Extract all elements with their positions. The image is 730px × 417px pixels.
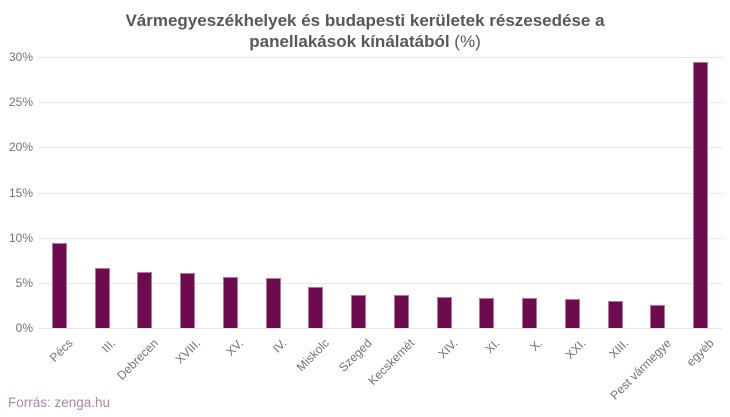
bar: [564, 299, 580, 328]
bar: [94, 268, 110, 328]
x-tick-label: XIII.: [606, 336, 632, 361]
y-tick-label: 25%: [8, 95, 33, 110]
gridline: [38, 237, 722, 239]
x-tick-label: Miskolc: [293, 336, 332, 375]
bar: [522, 298, 538, 328]
bar: [265, 278, 281, 328]
gridline: [38, 192, 722, 194]
chart-title-line1: Vármegyeszékhelyek és budapesti kerülete…: [125, 11, 605, 30]
bar: [222, 277, 238, 328]
x-tick-label: XIV.: [434, 336, 461, 362]
y-tick-label: 10%: [8, 230, 33, 245]
x-tick-label: Kecskemét: [365, 336, 418, 388]
bar: [436, 297, 452, 328]
gridline: [38, 57, 722, 58]
gridline: [38, 282, 722, 284]
x-tick-label: egyéb: [683, 336, 717, 370]
bar: [51, 243, 67, 328]
x-tick-label: X.: [527, 336, 546, 354]
bar: [137, 272, 153, 328]
x-tick-label: XXI.: [562, 336, 589, 362]
plot-area: [38, 57, 722, 329]
y-tick-label: 0%: [15, 321, 33, 335]
bar: [351, 294, 367, 328]
y-tick-label: 30%: [8, 50, 33, 64]
x-tick-label: XVIII.: [172, 336, 204, 367]
x-tick-label: IV.: [269, 336, 290, 356]
x-tick-label: III.: [98, 336, 119, 356]
x-tick-label: Debrecen: [114, 336, 161, 383]
bar: [393, 294, 409, 328]
bar: [607, 300, 623, 328]
gridline: [38, 328, 722, 329]
y-tick-label: 15%: [8, 185, 33, 200]
x-tick-label: Pest vármegye: [607, 336, 674, 403]
y-tick-label: 5%: [15, 275, 33, 290]
y-tick-label: 20%: [8, 140, 33, 155]
gridline: [38, 102, 722, 104]
x-tick-label: XI.: [482, 336, 503, 357]
chart-title-line2: panellakások kínálatából: [249, 32, 450, 51]
x-tick-label: XV.: [223, 336, 247, 359]
bar: [650, 304, 666, 328]
chart-title-suffix: (%): [454, 32, 481, 51]
bar: [180, 272, 196, 328]
gridline: [38, 147, 722, 149]
x-tick-label: Pécs: [46, 336, 76, 365]
source-caption: Forrás: zenga.hu: [8, 395, 111, 410]
bar: [308, 287, 324, 328]
bar: [479, 298, 495, 328]
bar: [693, 61, 709, 328]
chart-title: Vármegyeszékhelyek és budapesti kerülete…: [0, 10, 730, 52]
x-tick-label: Szeged: [335, 336, 375, 375]
